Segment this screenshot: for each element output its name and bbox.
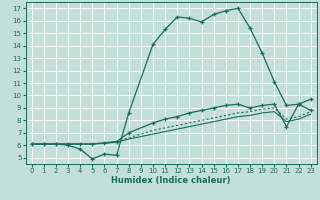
X-axis label: Humidex (Indice chaleur): Humidex (Indice chaleur) (111, 176, 231, 185)
